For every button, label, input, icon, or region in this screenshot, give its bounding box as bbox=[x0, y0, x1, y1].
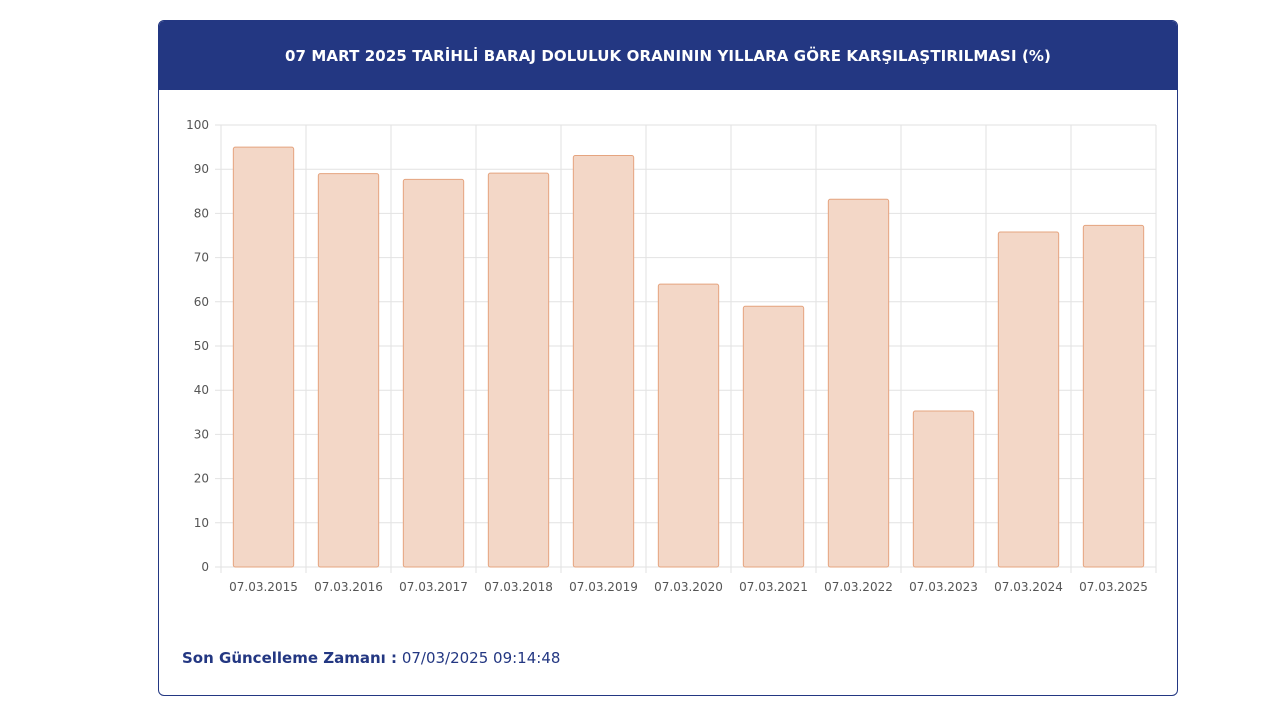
bar-07.03.2023[interactable] bbox=[912, 410, 975, 568]
bar-07.03.2018[interactable] bbox=[487, 172, 550, 568]
bar-07.03.2016[interactable] bbox=[317, 173, 380, 568]
x-tick-label: 07.03.2021 bbox=[739, 580, 808, 594]
chart-card: 07 MART 2025 TARİHLİ BARAJ DOLULUK ORANI… bbox=[158, 20, 1178, 696]
y-axis-ticks: 0 10 20 30 40 50 60 70 80 90 100 bbox=[186, 118, 209, 574]
x-tick-label: 07.03.2016 bbox=[314, 580, 383, 594]
y-tick-label: 50 bbox=[194, 339, 209, 353]
y-tick-label: 40 bbox=[194, 383, 209, 397]
bar-07.03.2017[interactable] bbox=[402, 178, 465, 568]
x-tick-label: 07.03.2017 bbox=[399, 580, 468, 594]
y-tick-label: 20 bbox=[194, 472, 209, 486]
card-header: 07 MART 2025 TARİHLİ BARAJ DOLULUK ORANI… bbox=[159, 21, 1177, 90]
bar-07.03.2021[interactable] bbox=[742, 305, 805, 568]
x-tick-label: 07.03.2018 bbox=[484, 580, 553, 594]
y-tick-label: 10 bbox=[194, 516, 209, 530]
last-update: Son Güncelleme Zamanı : 07/03/2025 09:14… bbox=[182, 649, 560, 667]
bar-07.03.2015[interactable] bbox=[232, 146, 295, 568]
y-tick-label: 0 bbox=[201, 560, 209, 574]
bar-07.03.2019[interactable] bbox=[572, 154, 635, 568]
x-axis-ticks: 07.03.2015 07.03.2016 07.03.2017 07.03.2018… bbox=[229, 580, 1148, 594]
x-tick-label: 07.03.2022 bbox=[824, 580, 893, 594]
y-tick-label: 100 bbox=[186, 118, 209, 132]
x-tick-label: 07.03.2015 bbox=[229, 580, 298, 594]
bar-07.03.2022[interactable] bbox=[827, 198, 890, 568]
bars bbox=[232, 146, 1145, 568]
x-tick-label: 07.03.2024 bbox=[994, 580, 1063, 594]
bar-07.03.2020[interactable] bbox=[657, 283, 720, 568]
y-tick-label: 90 bbox=[194, 162, 209, 176]
y-tick-label: 70 bbox=[194, 251, 209, 265]
last-update-value: 07/03/2025 09:14:48 bbox=[401, 649, 561, 667]
y-tick-label: 30 bbox=[194, 427, 209, 441]
x-tick-label: 07.03.2020 bbox=[654, 580, 723, 594]
last-update-label: Son Güncelleme Zamanı : bbox=[182, 649, 398, 667]
chart-title: 07 MART 2025 TARİHLİ BARAJ DOLULUK ORANI… bbox=[284, 46, 1052, 65]
x-tick-label: 07.03.2023 bbox=[909, 580, 978, 594]
x-tick-label: 07.03.2019 bbox=[569, 580, 638, 594]
bar-07.03.2025[interactable] bbox=[1082, 224, 1145, 568]
y-tick-label: 80 bbox=[194, 206, 209, 220]
bar-07.03.2024[interactable] bbox=[997, 231, 1060, 568]
x-tick-label: 07.03.2025 bbox=[1079, 580, 1148, 594]
y-tick-label: 60 bbox=[194, 295, 209, 309]
